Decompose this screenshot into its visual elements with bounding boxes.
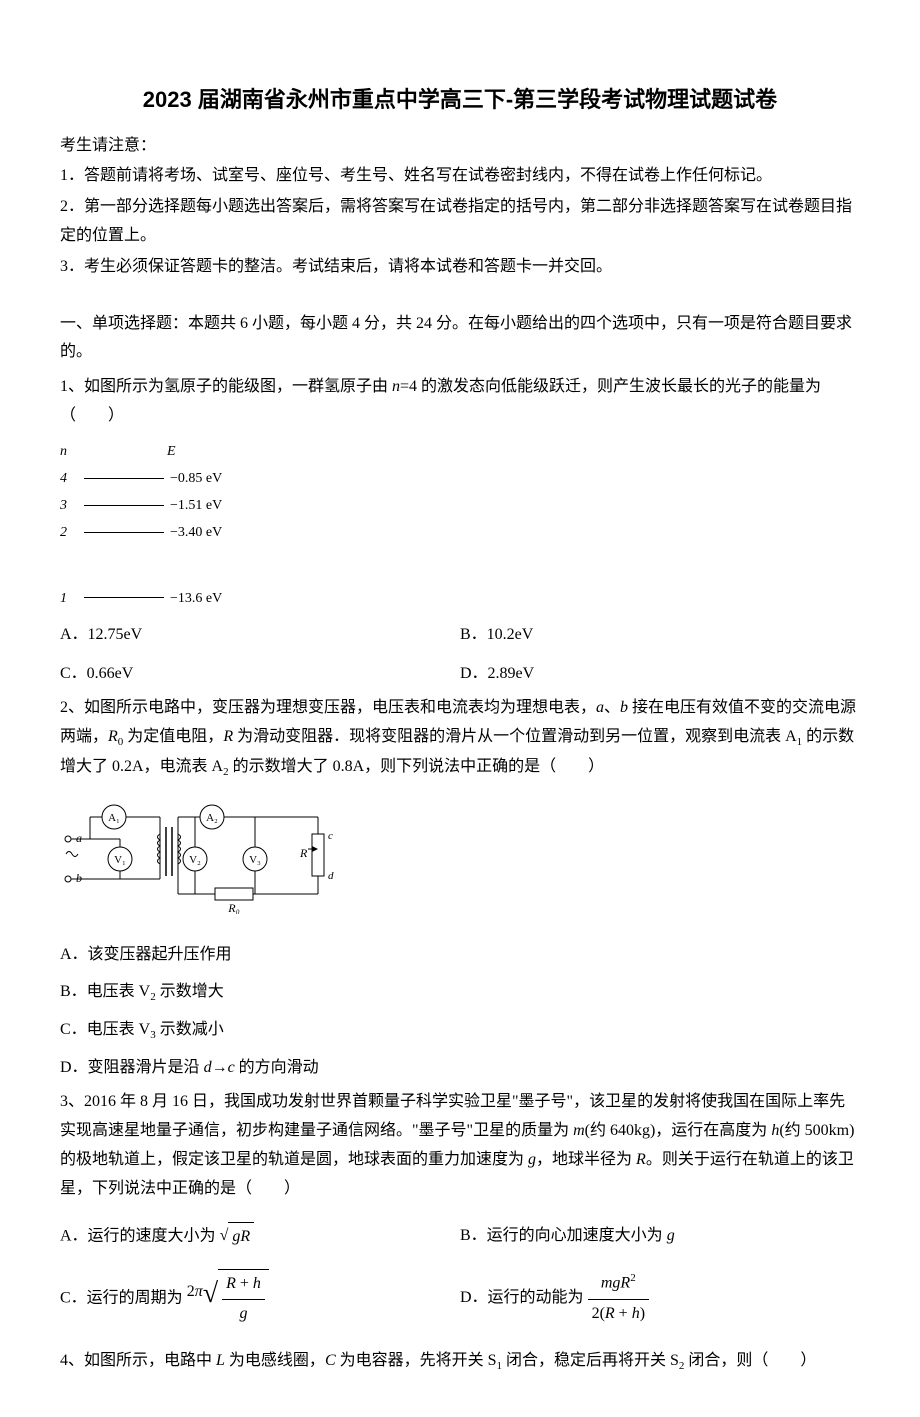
q1-text-a: 1、如图所示为氢原子的能级图，一群氢原子由 bbox=[60, 378, 392, 395]
question-2: 2、如图所示电路中，变压器为理想变压器，电压表和电流表均为理想电表，a、b 接在… bbox=[60, 694, 860, 783]
q2-t1: 2、如图所示电路中，变压器为理想变压器，电压表和电流表均为理想电表， bbox=[60, 699, 596, 716]
section-1-header: 一、单项选择题：本题共 6 小题，每小题 4 分，共 24 分。在每小题给出的四… bbox=[60, 310, 860, 368]
q4-L: L bbox=[216, 1352, 225, 1369]
energy-line-4 bbox=[84, 478, 164, 480]
energy-line-2 bbox=[84, 532, 164, 534]
q2-R: R bbox=[223, 728, 233, 745]
q3-B-g: g bbox=[667, 1227, 675, 1244]
svg-text:a: a bbox=[76, 831, 82, 845]
q3-R: R bbox=[636, 1151, 646, 1168]
energy-line-3 bbox=[84, 505, 164, 507]
q2-t4: 为滑动变阻器．现将变阻器的滑片从一个位置滑动到另一位置，观察到电流表 A bbox=[233, 728, 797, 745]
q3-m: m bbox=[573, 1122, 585, 1139]
circuit-diagram: a b A₁ V₁ A₂ bbox=[60, 799, 860, 925]
q2-D-pre: D．变阻器滑片是沿 bbox=[60, 1059, 204, 1076]
energy-e4: −0.85 eV bbox=[170, 466, 240, 491]
q4-t5: 闭合，则（ ） bbox=[684, 1352, 816, 1369]
q2-option-D: D．变阻器滑片是沿 d→c 的方向滑动 bbox=[60, 1054, 860, 1083]
q3-option-A: A．运行的速度大小为 √gR bbox=[60, 1222, 460, 1252]
q2-R0: R bbox=[108, 728, 118, 745]
svg-text:R₀: R₀ bbox=[227, 901, 240, 914]
q1-option-C: C．0.66eV bbox=[60, 660, 460, 689]
energy-e2: −3.40 eV bbox=[170, 520, 240, 545]
q2-b: b bbox=[620, 699, 628, 716]
svg-text:R: R bbox=[299, 846, 308, 860]
q3-options-row2: C．运行的周期为 2π√R + hg D．运行的动能为 mgR22(R + h) bbox=[60, 1269, 860, 1329]
q4-t1: 4、如图所示，电路中 bbox=[60, 1352, 216, 1369]
svg-text:V₁: V₁ bbox=[114, 854, 126, 866]
energy-level-diagram: n E 4 −0.85 eV 3 −1.51 eV 2 −3.40 eV 1 −… bbox=[60, 439, 240, 611]
notice-heading: 考生请注意： bbox=[60, 132, 860, 161]
q1-option-D: D．2.89eV bbox=[460, 660, 860, 689]
q3-t4: ，地球半径为 bbox=[536, 1151, 636, 1168]
svg-text:V₂: V₂ bbox=[189, 854, 201, 866]
energy-n4: 4 bbox=[60, 466, 78, 491]
question-1: 1、如图所示为氢原子的能级图，一群氢原子由 n=4 的激发态向低能级跃迁，则产生… bbox=[60, 373, 860, 431]
svg-text:c: c bbox=[328, 830, 333, 842]
energy-e1: −13.6 eV bbox=[170, 586, 240, 611]
q2-D-c: c bbox=[228, 1059, 235, 1076]
q1-options-row1: A．12.75eV B．10.2eV bbox=[60, 621, 860, 650]
q2-C-pre: C．电压表 V bbox=[60, 1021, 150, 1038]
q2-option-C: C．电压表 V3 示数减小 bbox=[60, 1016, 860, 1046]
q2-D-arrow: → bbox=[212, 1059, 228, 1076]
q2-t6: 的示数增大了 0.8A，则下列说法中正确的是（ ） bbox=[229, 758, 605, 775]
energy-e3: −1.51 eV bbox=[170, 493, 240, 518]
q2-t3: 为定值电阻， bbox=[123, 728, 223, 745]
q2-dun: 、 bbox=[604, 699, 620, 716]
q3-D-pre: D．运行的动能为 bbox=[460, 1290, 584, 1307]
q3-options-row1: A．运行的速度大小为 √gR B．运行的向心加速度大小为 g bbox=[60, 1222, 860, 1252]
energy-line-1 bbox=[84, 597, 164, 599]
energy-header-E: E bbox=[167, 439, 176, 464]
notice-item-2: 2．第一部分选择题每小题选出答案后，需将答案写在试卷指定的括号内，第二部分非选择… bbox=[60, 193, 860, 251]
q2-option-B: B．电压表 V2 示数增大 bbox=[60, 978, 860, 1008]
q4-t2: 为电感线圈， bbox=[225, 1352, 325, 1369]
svg-text:A₂: A₂ bbox=[206, 812, 218, 824]
question-3: 3、2016 年 8 月 16 日，我国成功发射世界首颗量子科学实验卫星"墨子号… bbox=[60, 1088, 860, 1203]
q4-t3: 为电容器，先将开关 S bbox=[336, 1352, 497, 1369]
q1-options-row2: C．0.66eV D．2.89eV bbox=[60, 660, 860, 689]
q2-C-post: 示数减小 bbox=[156, 1021, 224, 1038]
notice-item-1: 1．答题前请将考场、试室号、座位号、考生号、姓名写在试卷密封线内，不得在试卷上作… bbox=[60, 162, 860, 191]
q1-n: n bbox=[392, 378, 400, 395]
q2-B-pre: B．电压表 V bbox=[60, 983, 150, 1000]
q3-g: g bbox=[528, 1151, 536, 1168]
q1-option-B: B．10.2eV bbox=[460, 621, 860, 650]
question-4: 4、如图所示，电路中 L 为电感线圈，C 为电容器，先将开关 S1 闭合，稳定后… bbox=[60, 1347, 860, 1377]
q2-a: a bbox=[596, 699, 604, 716]
q3-t2: (约 640kg)，运行在高度为 bbox=[585, 1122, 772, 1139]
svg-text:b: b bbox=[76, 871, 82, 885]
q4-t4: 闭合，稳定后再将开关 S bbox=[502, 1352, 679, 1369]
q3-option-D: D．运行的动能为 mgR22(R + h) bbox=[460, 1269, 860, 1329]
q4-C: C bbox=[325, 1352, 336, 1369]
q3-option-C: C．运行的周期为 2π√R + hg bbox=[60, 1269, 460, 1329]
energy-header-n: n bbox=[60, 439, 67, 464]
energy-n2: 2 bbox=[60, 520, 78, 545]
q1-option-A: A．12.75eV bbox=[60, 621, 460, 650]
q3-A-pre: A．运行的速度大小为 bbox=[60, 1227, 216, 1244]
svg-text:A₁: A₁ bbox=[108, 812, 120, 824]
q2-B-post: 示数增大 bbox=[156, 983, 224, 1000]
notice-item-3: 3．考生必须保证答题卡的整洁。考试结束后，请将本试卷和答题卡一并交回。 bbox=[60, 253, 860, 282]
q2-D-d: d bbox=[204, 1059, 212, 1076]
energy-n1: 1 bbox=[60, 586, 78, 611]
svg-text:V₃: V₃ bbox=[249, 854, 261, 866]
q3-C-pre: C．运行的周期为 bbox=[60, 1290, 183, 1307]
q3-B-pre: B．运行的向心加速度大小为 bbox=[460, 1227, 667, 1244]
exam-title: 2023 届湖南省永州市重点中学高三下-第三学段考试物理试题试卷 bbox=[60, 80, 860, 120]
q2-option-A: A．该变压器起升压作用 bbox=[60, 941, 860, 970]
q2-D-post: 的方向滑动 bbox=[235, 1059, 319, 1076]
energy-n3: 3 bbox=[60, 493, 78, 518]
svg-text:d: d bbox=[328, 870, 334, 882]
q3-option-B: B．运行的向心加速度大小为 g bbox=[460, 1222, 860, 1252]
